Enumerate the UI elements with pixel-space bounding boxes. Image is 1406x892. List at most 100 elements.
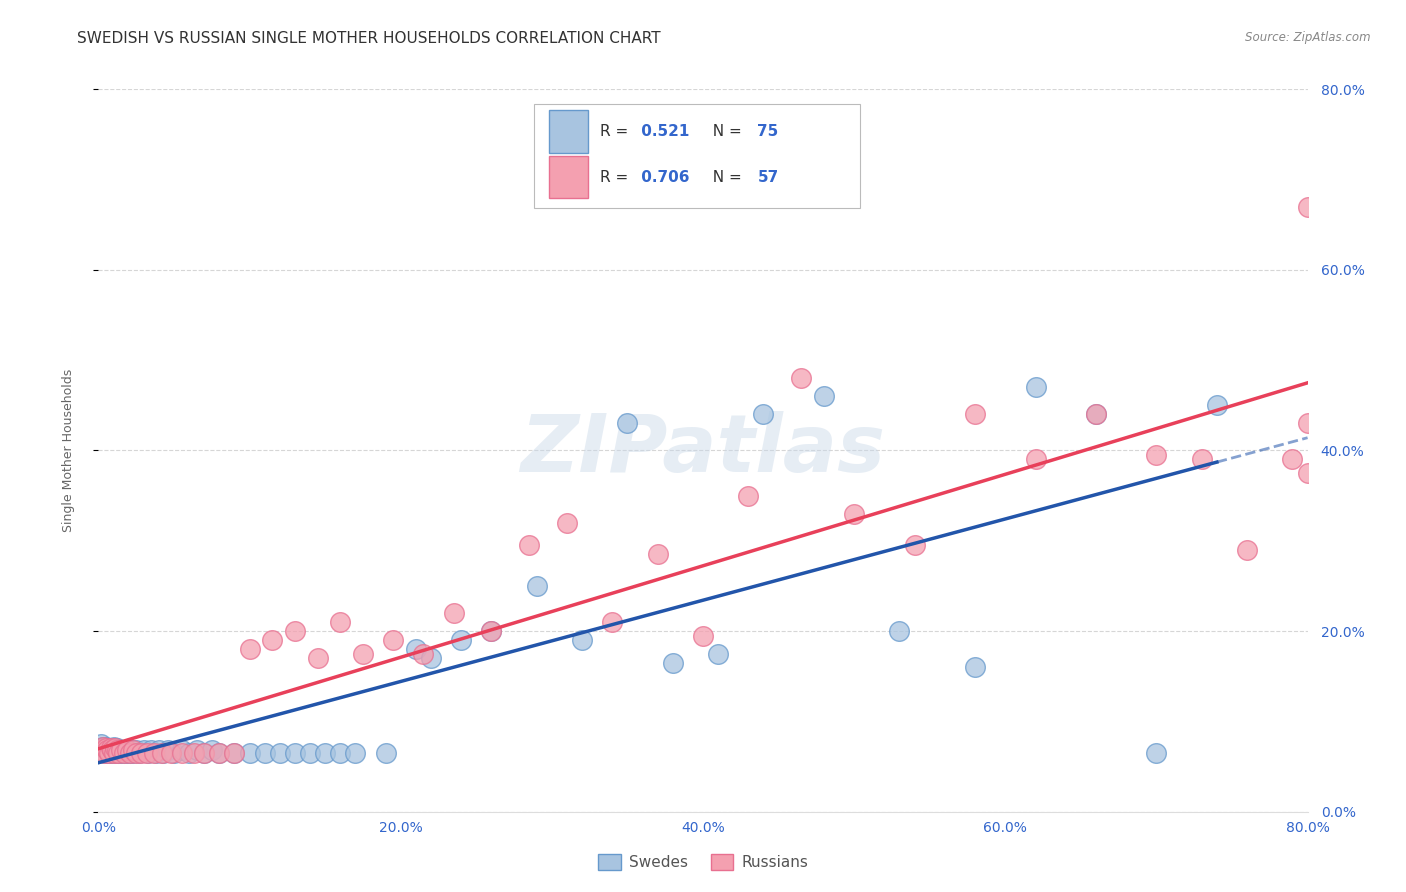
Text: 57: 57	[758, 169, 779, 185]
Point	[122, 743, 145, 757]
Point	[253, 746, 276, 760]
Point	[208, 746, 231, 760]
Point	[103, 743, 125, 757]
Point	[201, 743, 224, 757]
Point	[1024, 380, 1046, 394]
FancyBboxPatch shape	[550, 110, 588, 153]
Point	[965, 660, 987, 674]
Point	[904, 538, 927, 552]
Text: ZIPatlas: ZIPatlas	[520, 411, 886, 490]
Legend: Swedes, Russians: Swedes, Russians	[592, 848, 814, 876]
Point	[110, 743, 132, 757]
Point	[156, 743, 179, 757]
Point	[844, 507, 866, 521]
Point	[193, 746, 215, 760]
Point	[555, 516, 578, 530]
Point	[284, 624, 307, 639]
Point	[314, 746, 336, 760]
Point	[224, 746, 246, 760]
Point	[160, 746, 183, 760]
Text: Source: ZipAtlas.com: Source: ZipAtlas.com	[1246, 31, 1371, 45]
Point	[307, 651, 329, 665]
Y-axis label: Single Mother Households: Single Mother Households	[62, 368, 75, 533]
Point	[94, 743, 117, 757]
Text: N =: N =	[703, 124, 747, 139]
Point	[107, 746, 129, 760]
Point	[352, 647, 374, 661]
Point	[382, 633, 405, 648]
Point	[101, 746, 124, 760]
Point	[183, 746, 205, 760]
Point	[170, 746, 193, 760]
Point	[571, 633, 593, 648]
Text: 0.706: 0.706	[637, 169, 690, 185]
Point	[120, 746, 142, 760]
Point	[647, 547, 669, 561]
FancyBboxPatch shape	[550, 156, 588, 198]
Point	[1296, 417, 1319, 431]
Point	[239, 746, 262, 760]
Point	[115, 746, 138, 760]
Text: N =: N =	[703, 169, 747, 185]
Text: 0.521: 0.521	[637, 124, 690, 139]
Point	[1144, 746, 1167, 760]
Point	[125, 743, 148, 757]
Point	[269, 746, 291, 760]
Point	[450, 633, 472, 648]
Point	[193, 746, 215, 760]
Point	[115, 743, 138, 757]
Point	[1281, 452, 1303, 467]
Point	[1144, 448, 1167, 462]
Point	[104, 743, 127, 757]
Point	[129, 746, 152, 760]
Point	[98, 743, 121, 757]
Point	[141, 743, 163, 757]
Point	[125, 746, 148, 760]
Point	[112, 746, 135, 760]
Point	[96, 743, 118, 757]
Point	[94, 741, 117, 756]
Point	[239, 642, 262, 657]
Point	[112, 746, 135, 760]
Point	[1085, 407, 1108, 422]
Point	[1206, 398, 1229, 412]
Point	[889, 624, 911, 639]
Point	[284, 746, 307, 760]
Point	[420, 651, 443, 665]
Point	[93, 746, 115, 760]
Text: SWEDISH VS RUSSIAN SINGLE MOTHER HOUSEHOLDS CORRELATION CHART: SWEDISH VS RUSSIAN SINGLE MOTHER HOUSEHO…	[77, 31, 661, 46]
Point	[101, 743, 124, 757]
Point	[965, 407, 987, 422]
Point	[329, 615, 352, 629]
Point	[790, 371, 813, 385]
Point	[661, 656, 683, 670]
Point	[91, 739, 114, 754]
Point	[120, 746, 142, 760]
Point	[128, 746, 150, 760]
Point	[1296, 466, 1319, 480]
Point	[105, 743, 128, 757]
Point	[98, 746, 121, 760]
Point	[1191, 452, 1213, 467]
Point	[186, 743, 208, 757]
Point	[692, 629, 714, 643]
Point	[412, 647, 434, 661]
Point	[344, 746, 367, 760]
Point	[100, 743, 122, 757]
Point	[103, 739, 125, 754]
Point	[103, 746, 125, 760]
Point	[813, 389, 835, 403]
Point	[101, 741, 124, 756]
Point	[481, 624, 503, 639]
Point	[91, 739, 114, 754]
Point	[707, 647, 730, 661]
Point	[121, 743, 143, 757]
Point	[143, 746, 166, 760]
Point	[752, 407, 775, 422]
Point	[170, 743, 193, 757]
Point	[90, 743, 112, 757]
Point	[108, 743, 131, 757]
Point	[114, 743, 136, 757]
Point	[1236, 542, 1258, 557]
Point	[100, 741, 122, 756]
